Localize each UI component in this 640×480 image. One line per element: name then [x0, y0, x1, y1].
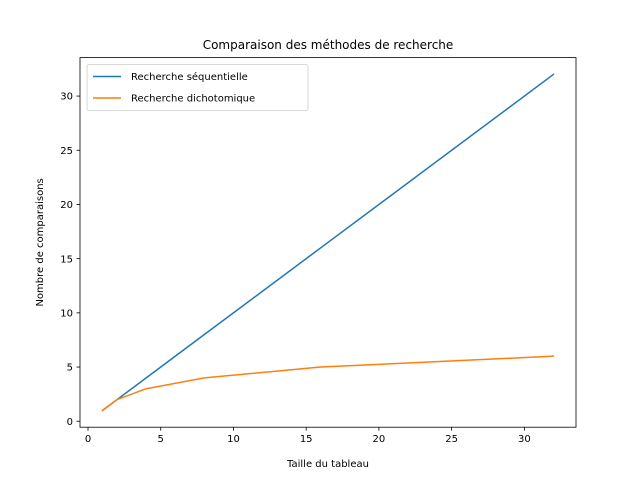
x-tick-label: 25 [445, 434, 458, 445]
y-tick-label: 10 [60, 308, 73, 319]
legend-label-1: Recherche dichotomique [131, 94, 255, 105]
x-tick-label: 5 [158, 434, 164, 445]
y-tick-label: 25 [60, 146, 73, 157]
y-tick-label: 5 [67, 363, 73, 374]
x-tick-label: 15 [300, 434, 313, 445]
x-tick-label: 30 [518, 434, 531, 445]
series-line-1 [103, 356, 554, 410]
legend: Recherche séquentielle Recherche dichotom… [87, 65, 308, 111]
y-tick-label: 15 [60, 254, 73, 265]
y-tick-label: 0 [67, 417, 73, 428]
y-tick-label: 20 [60, 200, 73, 211]
x-tick-label: 10 [227, 434, 240, 445]
x-tick-label: 20 [373, 434, 386, 445]
y-axis-label: Nombre de comparaisons [35, 178, 46, 306]
y-tick-label: 30 [60, 92, 73, 103]
y-axis: 0 5 10 15 20 25 30 [60, 92, 80, 428]
x-axis-label: Taille du tableau [286, 459, 369, 470]
x-axis: 0 5 10 15 20 25 30 [85, 427, 531, 445]
chart-title: Comparaison des méthodes de recherche [203, 38, 454, 52]
legend-label-0: Recherche séquentielle [131, 71, 248, 83]
x-tick-label: 0 [85, 434, 91, 445]
series-layer [103, 74, 554, 410]
